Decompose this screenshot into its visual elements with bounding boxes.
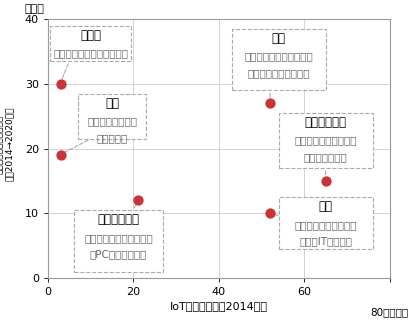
Text: 医療: 医療 <box>105 97 119 110</box>
X-axis label: IoTデバイス数（2014年）: IoTデバイス数（2014年） <box>170 301 268 311</box>
Text: 計測器等）: 計測器等） <box>96 133 128 143</box>
FancyBboxPatch shape <box>50 26 131 61</box>
Point <box>267 211 273 216</box>
Point <box>134 198 141 203</box>
Text: （デスクトップ・モバイ: （デスクトップ・モバイ <box>84 233 153 243</box>
Text: 機器、IT機器等）: 機器、IT機器等） <box>299 237 352 247</box>
Text: 業オートメーション）: 業オートメーション） <box>247 68 310 78</box>
Text: 自動車: 自動車 <box>80 29 101 42</box>
FancyBboxPatch shape <box>279 113 373 168</box>
FancyBboxPatch shape <box>232 29 326 90</box>
Point <box>57 81 64 86</box>
Text: （％）: （％） <box>25 4 45 14</box>
Text: メーション等）: メーション等） <box>304 153 348 163</box>
Text: コンシューマ: コンシューマ <box>305 116 347 129</box>
Point <box>267 101 273 106</box>
FancyBboxPatch shape <box>74 210 163 272</box>
Text: 産業: 産業 <box>272 32 286 45</box>
Text: （インフォテイメント等）: （インフォテイメント等） <box>53 48 128 58</box>
Text: デバイス数の年平均成長
率（2014→2020年）: デバイス数の年平均成長 率（2014→2020年） <box>0 107 14 181</box>
FancyBboxPatch shape <box>78 93 146 139</box>
Point <box>57 153 64 158</box>
Point <box>323 179 329 184</box>
FancyBboxPatch shape <box>279 197 373 249</box>
Text: （エネルギー、建物・産: （エネルギー、建物・産 <box>244 52 313 61</box>
Text: （家電、ホームオート: （家電、ホームオート <box>294 136 357 146</box>
Text: （個人・企業向け通信: （個人・企業向け通信 <box>294 220 357 230</box>
Text: 通信: 通信 <box>319 200 333 213</box>
Text: コンピュータ: コンピュータ <box>97 213 140 226</box>
Text: ルPC、サーバ等）: ルPC、サーバ等） <box>90 250 147 260</box>
Text: （モニタ・機器、: （モニタ・機器、 <box>87 116 137 126</box>
Text: 80（億個）: 80（億個） <box>371 307 409 317</box>
